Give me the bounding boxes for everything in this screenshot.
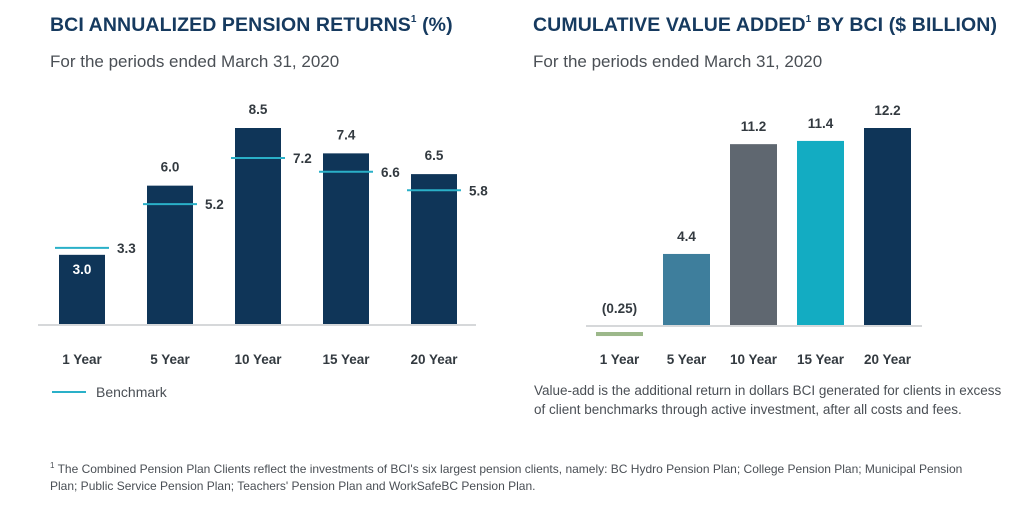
benchmark-value-label: 3.3 <box>117 241 136 256</box>
x-tick-label: 15 Year <box>797 352 845 367</box>
bar-value-label: 3.0 <box>73 262 92 277</box>
x-tick-label: 15 Year <box>322 352 370 367</box>
legend: Benchmark <box>52 384 167 400</box>
benchmark-value-label: 5.2 <box>205 197 224 212</box>
right-chart-subtitle: For the periods ended March 31, 2020 <box>533 52 823 71</box>
benchmark-value-label: 5.8 <box>469 183 488 198</box>
legend-label: Benchmark <box>96 384 167 400</box>
bar-15-year <box>323 153 369 324</box>
bar-5-year <box>147 185 193 324</box>
x-tick-label: 20 Year <box>864 352 912 367</box>
x-tick-label: 1 Year <box>600 352 640 367</box>
benchmark-value-label: 7.2 <box>293 151 312 166</box>
footnote: 1 The Combined Pension Plan Clients refl… <box>50 461 963 493</box>
bar-10-year <box>730 144 777 325</box>
bar-value-label: 8.5 <box>249 102 268 117</box>
bar-1-year <box>596 332 643 337</box>
x-tick-label: 20 Year <box>410 352 458 367</box>
left-chart-subtitle: For the periods ended March 31, 2020 <box>50 52 340 71</box>
bar-value-label: 6.5 <box>425 148 444 163</box>
benchmark-legend-line <box>52 391 86 393</box>
bar-20-year <box>411 174 457 324</box>
bar-value-label: (0.25) <box>602 301 637 316</box>
right-chart-title: CUMULATIVE VALUE ADDED1 BY BCI ($ BILLIO… <box>533 14 998 36</box>
value-add-note: Value-add is the additional return in do… <box>534 383 1002 417</box>
x-tick-label: 10 Year <box>730 352 778 367</box>
bar-value-label: 12.2 <box>874 103 900 118</box>
x-tick-label: 1 Year <box>62 352 102 367</box>
bar-10-year <box>235 128 281 324</box>
bar-15-year <box>797 140 844 325</box>
benchmark-value-label: 6.6 <box>381 165 400 180</box>
x-tick-label: 5 Year <box>150 352 190 367</box>
left-chart-title: BCI ANNUALIZED PENSION RETURNS1 (%) <box>50 14 453 36</box>
bar-20-year <box>864 128 911 325</box>
x-tick-label: 5 Year <box>667 352 707 367</box>
x-tick-label: 10 Year <box>234 352 282 367</box>
bar-value-label: 4.4 <box>677 229 696 244</box>
bar-value-label: 6.0 <box>161 160 180 175</box>
bar-5-year <box>663 253 710 325</box>
bar-value-label: 11.2 <box>741 119 767 134</box>
bar-value-label: 11.4 <box>808 116 834 131</box>
bar-1-year <box>59 254 105 324</box>
bar-value-label: 7.4 <box>337 127 356 142</box>
